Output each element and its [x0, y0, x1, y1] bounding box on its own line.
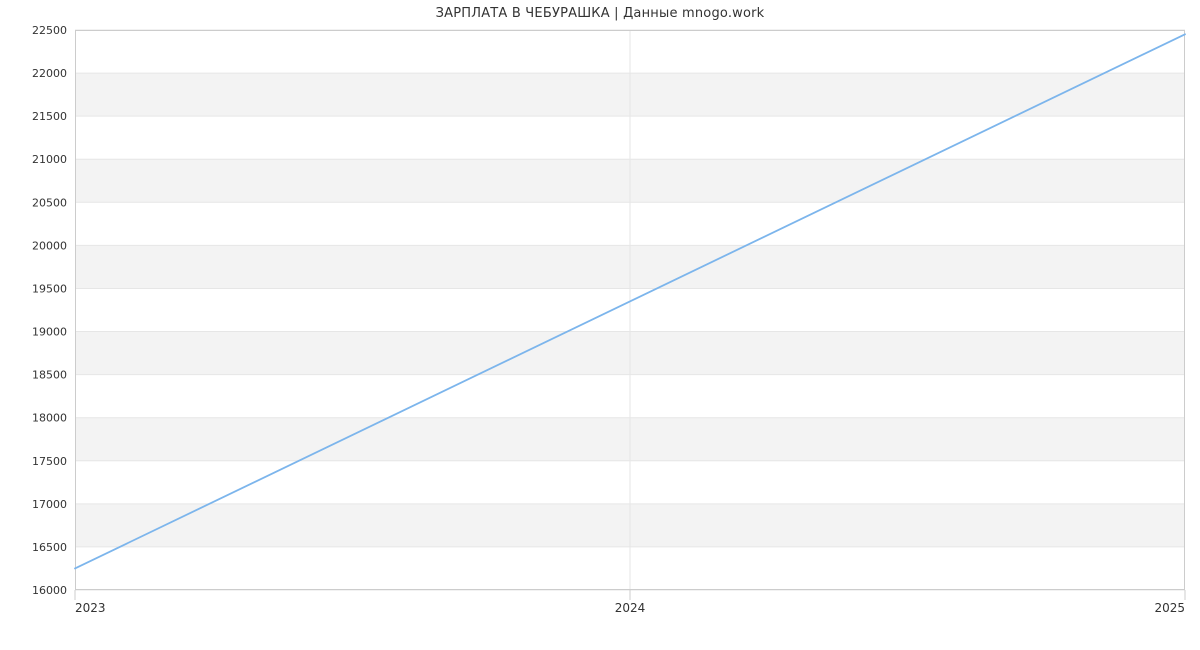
y-tick-label: 21500: [32, 110, 67, 123]
y-tick-label: 18500: [32, 369, 67, 382]
y-tick-label: 22000: [32, 67, 67, 80]
x-tick-label: 2025: [1154, 601, 1185, 615]
y-tick-label: 20500: [32, 196, 67, 209]
salary-line-chart: ЗАРПЛАТА В ЧЕБУРАШКА | Данные mnogo.work…: [0, 0, 1200, 650]
x-tick-label: 2023: [75, 601, 106, 615]
y-tick-label: 17500: [32, 455, 67, 468]
y-tick-label: 17000: [32, 498, 67, 511]
y-tick-label: 20000: [32, 239, 67, 252]
y-tick-label: 22500: [32, 24, 67, 37]
y-tick-label: 19000: [32, 326, 67, 339]
y-tick-label: 16500: [32, 541, 67, 554]
chart-svg: 16000 16500 17000 17500 18000 18500 19000 19500…: [0, 0, 1200, 650]
y-tick-label: 19500: [32, 282, 67, 295]
y-tick-label: 18000: [32, 412, 67, 425]
y-tick-label: 21000: [32, 153, 67, 166]
y-tick-label: 16000: [32, 584, 67, 597]
x-tick-label: 2024: [615, 601, 646, 615]
